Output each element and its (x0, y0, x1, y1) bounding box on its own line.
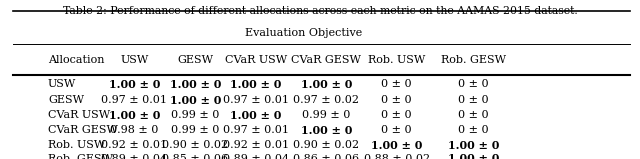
Text: 0 ± 0: 0 ± 0 (458, 79, 489, 89)
Text: 1.00 ± 0: 1.00 ± 0 (170, 95, 221, 106)
Text: 0.97 ± 0.01: 0.97 ± 0.01 (101, 95, 168, 105)
Text: 0.99 ± 0: 0.99 ± 0 (171, 125, 220, 135)
Text: 1.00 ± 0: 1.00 ± 0 (448, 140, 499, 151)
Text: Evaluation Objective: Evaluation Objective (245, 28, 363, 38)
Text: 1.00 ± 0: 1.00 ± 0 (109, 110, 160, 121)
Text: 0.86 ± 0.06: 0.86 ± 0.06 (293, 154, 360, 159)
Text: Rob. GESW: Rob. GESW (441, 55, 506, 65)
Text: 0 ± 0: 0 ± 0 (458, 110, 489, 120)
Text: 0 ± 0: 0 ± 0 (458, 125, 489, 135)
Text: 0.92 ± 0.01: 0.92 ± 0.01 (223, 141, 289, 150)
Text: 1.00 ± 0: 1.00 ± 0 (170, 79, 221, 90)
Text: 1.00 ± 0: 1.00 ± 0 (301, 125, 352, 136)
Text: CVaR GESW: CVaR GESW (291, 55, 362, 65)
Text: 0.99 ± 0: 0.99 ± 0 (171, 110, 220, 120)
Text: Allocation: Allocation (48, 55, 104, 65)
Text: Rob. USW: Rob. USW (48, 141, 105, 150)
Text: 0 ± 0: 0 ± 0 (381, 95, 412, 105)
Text: USW: USW (48, 79, 76, 89)
Text: 0.90 ± 0.02: 0.90 ± 0.02 (162, 141, 228, 150)
Text: USW: USW (120, 55, 148, 65)
Text: 0.99 ± 0: 0.99 ± 0 (302, 110, 351, 120)
Text: 1.00 ± 0: 1.00 ± 0 (230, 110, 282, 121)
Text: 1.00 ± 0: 1.00 ± 0 (230, 79, 282, 90)
Text: 0 ± 0: 0 ± 0 (458, 95, 489, 105)
Text: CVaR GESW: CVaR GESW (48, 125, 118, 135)
Text: Table 2: Performance of different allocations across each metric on the AAMAS 20: Table 2: Performance of different alloca… (63, 6, 577, 16)
Text: 1.00 ± 0: 1.00 ± 0 (109, 79, 160, 90)
Text: 0.97 ± 0.01: 0.97 ± 0.01 (223, 125, 289, 135)
Text: 0.88 ± 0.02: 0.88 ± 0.02 (364, 154, 430, 159)
Text: CVaR USW: CVaR USW (48, 110, 110, 120)
Text: 0.97 ± 0.01: 0.97 ± 0.01 (223, 95, 289, 105)
Text: 0.97 ± 0.02: 0.97 ± 0.02 (293, 95, 360, 105)
Text: Rob. GESW: Rob. GESW (48, 154, 113, 159)
Text: 1.00 ± 0: 1.00 ± 0 (448, 153, 499, 159)
Text: 0 ± 0: 0 ± 0 (381, 79, 412, 89)
Text: Rob. USW: Rob. USW (368, 55, 426, 65)
Text: GESW: GESW (177, 55, 213, 65)
Text: 0 ± 0: 0 ± 0 (381, 125, 412, 135)
Text: 0.89 ± 0.04: 0.89 ± 0.04 (223, 154, 289, 159)
Text: 0 ± 0: 0 ± 0 (381, 110, 412, 120)
Text: 0.85 ± 0.06: 0.85 ± 0.06 (162, 154, 228, 159)
Text: 1.00 ± 0: 1.00 ± 0 (301, 79, 352, 90)
Text: 0.98 ± 0: 0.98 ± 0 (110, 125, 159, 135)
Text: CVaR USW: CVaR USW (225, 55, 287, 65)
Text: 0.90 ± 0.02: 0.90 ± 0.02 (293, 141, 360, 150)
Text: 0.92 ± 0.01: 0.92 ± 0.01 (101, 141, 168, 150)
Text: 1.00 ± 0: 1.00 ± 0 (371, 140, 422, 151)
Text: 0.89 ± 0.04: 0.89 ± 0.04 (101, 154, 168, 159)
Text: GESW: GESW (48, 95, 84, 105)
